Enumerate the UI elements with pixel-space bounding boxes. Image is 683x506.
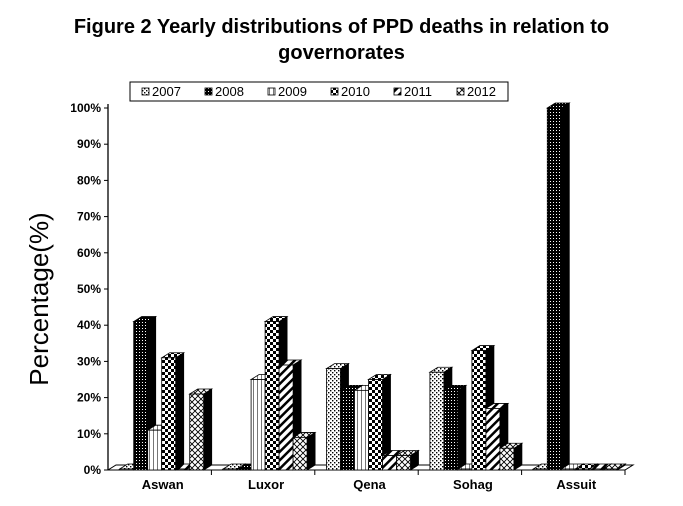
bar-front bbox=[396, 455, 411, 471]
legend-swatch bbox=[267, 87, 276, 96]
bar-front bbox=[588, 468, 604, 471]
legend-swatch bbox=[393, 87, 402, 96]
x-tick-label: Aswan bbox=[142, 477, 184, 492]
bar-front bbox=[560, 468, 576, 471]
bar bbox=[545, 102, 571, 471]
legend-label: 2011 bbox=[404, 84, 432, 99]
legend-box bbox=[129, 81, 509, 102]
bar-front bbox=[147, 429, 163, 471]
bar-front bbox=[546, 107, 562, 471]
legend-label: 2010 bbox=[341, 84, 370, 99]
y-tick-label: 90% bbox=[77, 137, 101, 151]
bar bbox=[601, 463, 627, 471]
x-tick-label: Luxor bbox=[248, 477, 284, 492]
x-tick-label: Sohag bbox=[453, 477, 493, 492]
bar-front bbox=[119, 468, 135, 471]
bar bbox=[498, 442, 524, 471]
bar-side bbox=[175, 352, 185, 471]
bar-side bbox=[457, 384, 467, 471]
chart-title-line2: governorates bbox=[278, 42, 405, 64]
bar-front bbox=[574, 468, 590, 471]
bar-front bbox=[382, 455, 397, 471]
y-tick-label: 70% bbox=[77, 210, 101, 224]
bar-front bbox=[532, 468, 548, 471]
bar-front bbox=[340, 389, 355, 471]
bar-front bbox=[161, 357, 177, 471]
bar bbox=[353, 384, 378, 471]
y-tick-label: 30% bbox=[77, 354, 101, 368]
bar-front bbox=[175, 468, 191, 471]
bar-front bbox=[485, 408, 501, 471]
bar bbox=[188, 388, 214, 471]
bar bbox=[160, 352, 186, 471]
legend-label: 2008 bbox=[215, 84, 244, 99]
bar bbox=[442, 384, 468, 471]
x-tick-label: Assuit bbox=[556, 477, 596, 492]
bar-front bbox=[222, 468, 238, 471]
bar-front bbox=[457, 468, 473, 471]
bar-front bbox=[499, 447, 515, 471]
bar-front bbox=[278, 364, 294, 471]
bar bbox=[395, 449, 420, 471]
bar bbox=[367, 373, 392, 471]
bar-front bbox=[292, 437, 308, 471]
bar-side bbox=[560, 102, 570, 471]
y-tick-label: 40% bbox=[77, 318, 101, 332]
bar bbox=[291, 431, 317, 471]
bar-side bbox=[203, 388, 213, 471]
legend-swatch bbox=[330, 87, 339, 96]
y-axis-title: Percentage(%) bbox=[24, 212, 54, 385]
bar-front bbox=[133, 321, 149, 471]
legend-label: 2007 bbox=[152, 84, 181, 99]
bar-front bbox=[443, 389, 459, 471]
y-tick-label: 20% bbox=[77, 391, 101, 405]
bar-front bbox=[250, 379, 266, 471]
legend-swatch bbox=[141, 87, 150, 96]
bars bbox=[118, 102, 627, 471]
y-tick-label: 50% bbox=[77, 282, 101, 296]
y-tick-label: 60% bbox=[77, 246, 101, 260]
chart-title-line1: Figure 2 Yearly distributions of PPD dea… bbox=[73, 16, 610, 38]
bar-front bbox=[471, 350, 487, 471]
bar-front bbox=[429, 371, 445, 471]
legend: 2007 2008 2009 2010 2011 2012 bbox=[129, 81, 509, 102]
legend-swatch bbox=[204, 87, 213, 96]
bar-front bbox=[264, 321, 280, 471]
x-tick-label: Qena bbox=[353, 477, 386, 492]
y-tick-label: 10% bbox=[77, 427, 101, 441]
chart-title: Figure 2 Yearly distributions of PPD dea… bbox=[0, 14, 683, 66]
bar-front bbox=[236, 468, 252, 471]
legend-label: 2012 bbox=[467, 84, 496, 99]
bar-front bbox=[326, 368, 341, 471]
y-tick-label: 0% bbox=[84, 463, 102, 477]
bar-front bbox=[368, 379, 383, 471]
bar-front bbox=[602, 468, 618, 471]
legend-label: 2009 bbox=[278, 84, 307, 99]
bar-front bbox=[354, 389, 369, 471]
y-tick-label: 80% bbox=[77, 173, 101, 187]
bar-front bbox=[189, 393, 205, 471]
bar-side bbox=[306, 431, 316, 471]
legend-swatch bbox=[456, 87, 465, 96]
y-tick-label: 100% bbox=[70, 101, 101, 115]
